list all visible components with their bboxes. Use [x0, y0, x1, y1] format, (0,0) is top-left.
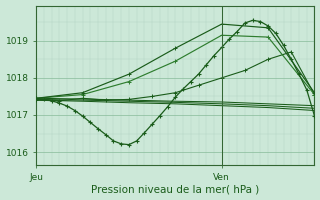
- X-axis label: Pression niveau de la mer( hPa ): Pression niveau de la mer( hPa ): [91, 184, 260, 194]
